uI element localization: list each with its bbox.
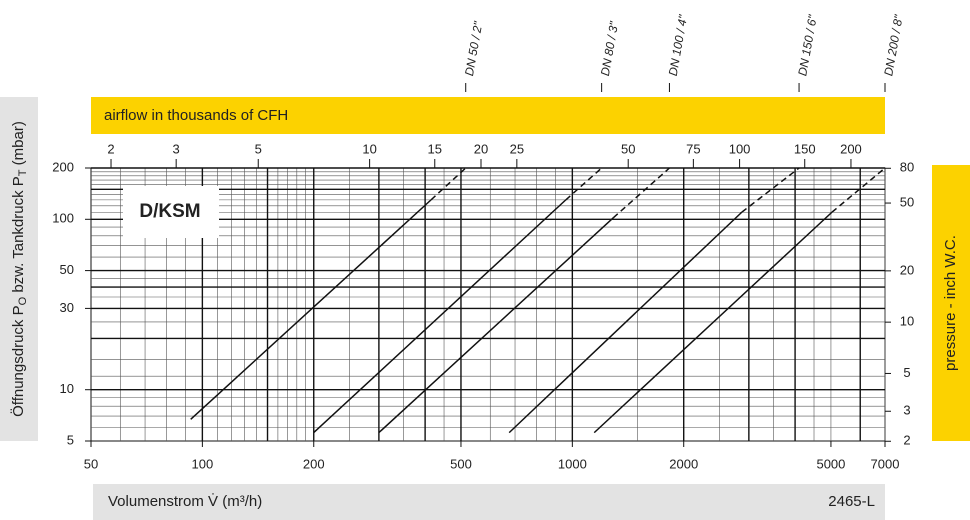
y2-tick-label: 20 (900, 262, 914, 277)
series-label: DN 50 / 2" (462, 20, 485, 77)
series-line-extension (612, 167, 670, 219)
x-tick-label: 2000 (669, 456, 698, 471)
y-axis-title-subscript: O (17, 296, 29, 305)
x-tick-label: 5000 (816, 456, 845, 471)
y-tick-label: 30 (60, 300, 74, 315)
y-axis-title-part: (mbar) (10, 121, 27, 169)
y2-tick-label: 5 (903, 365, 910, 380)
y2-tick-label: 10 (900, 314, 914, 329)
y2-tick-label: 2 (903, 433, 910, 448)
x2-tick-label: 25 (510, 141, 524, 156)
series-label: DN 80 / 3" (598, 20, 621, 77)
y-axis-title-subscript: T (17, 169, 29, 176)
y-axis-title-part: Öffnungsdruck P (9, 305, 27, 416)
series-line (190, 199, 432, 420)
y-tick-label: 200 (52, 159, 74, 174)
chart-title: D/KSM (139, 201, 200, 222)
x2-tick-label: 3 (173, 141, 180, 156)
y2-tick-label: 80 (900, 160, 914, 175)
x2-tick-label: 200 (840, 141, 862, 156)
y-tick-label: 100 (52, 211, 74, 226)
y2-tick-label: 3 (903, 403, 910, 418)
x-tick-label: 200 (303, 456, 325, 471)
x2-tick-label: 10 (362, 141, 376, 156)
x-label-bar (93, 484, 885, 520)
x-tick-label: 7000 (871, 456, 900, 471)
x2-tick-label: 75 (686, 141, 700, 156)
x2-tick-label: 150 (794, 141, 816, 156)
plot-area (90, 167, 886, 442)
series-line (508, 211, 743, 434)
x-axis-title: Volumenstrom V̇ (m³/h) (108, 493, 262, 510)
code-label: 2465-L (828, 493, 875, 510)
series-line-extension (430, 167, 467, 201)
right-axis-title: pressure - inch W.C. (942, 235, 959, 371)
series-label: DN 150 / 6" (795, 13, 820, 77)
y-label-bar (0, 97, 38, 441)
x2-tick-label: 5 (255, 141, 262, 156)
series-label: DN 100 / 4" (666, 13, 691, 77)
series-line (593, 211, 833, 434)
y-axis-title: Öffnungsdruck PO bzw. Tankdruck PT (mbar… (9, 121, 29, 417)
x2-tick-label: 100 (729, 141, 751, 156)
x-tick-label: 1000 (558, 456, 587, 471)
series-label: DN 200 / 8" (881, 13, 906, 77)
series-line-extension (741, 167, 800, 213)
grid (91, 167, 886, 441)
title-box (123, 186, 219, 238)
x-tick-label: 500 (450, 456, 472, 471)
x2-tick-label: 2 (107, 141, 114, 156)
y-tick-label: 10 (60, 381, 74, 396)
y-tick-label: 5 (67, 432, 74, 447)
top-axis-bar (91, 97, 885, 134)
y2-tick-label: 50 (900, 194, 914, 209)
top-axis-title: airflow in thousands of CFH (104, 107, 288, 124)
x2-tick-label: 50 (621, 141, 635, 156)
x2-tick-label: 20 (474, 141, 488, 156)
series-line-extension (831, 167, 886, 213)
series-line-extension (565, 167, 603, 201)
x-tick-label: 100 (192, 456, 214, 471)
y-tick-label: 50 (60, 262, 74, 277)
y-axis-title-part: bzw. Tankdruck P (10, 176, 27, 297)
series-line (313, 199, 567, 434)
x2-tick-label: 15 (428, 141, 442, 156)
right-axis-bar (932, 165, 970, 441)
x-tick-label: 50 (84, 456, 98, 471)
series-line (378, 217, 614, 434)
